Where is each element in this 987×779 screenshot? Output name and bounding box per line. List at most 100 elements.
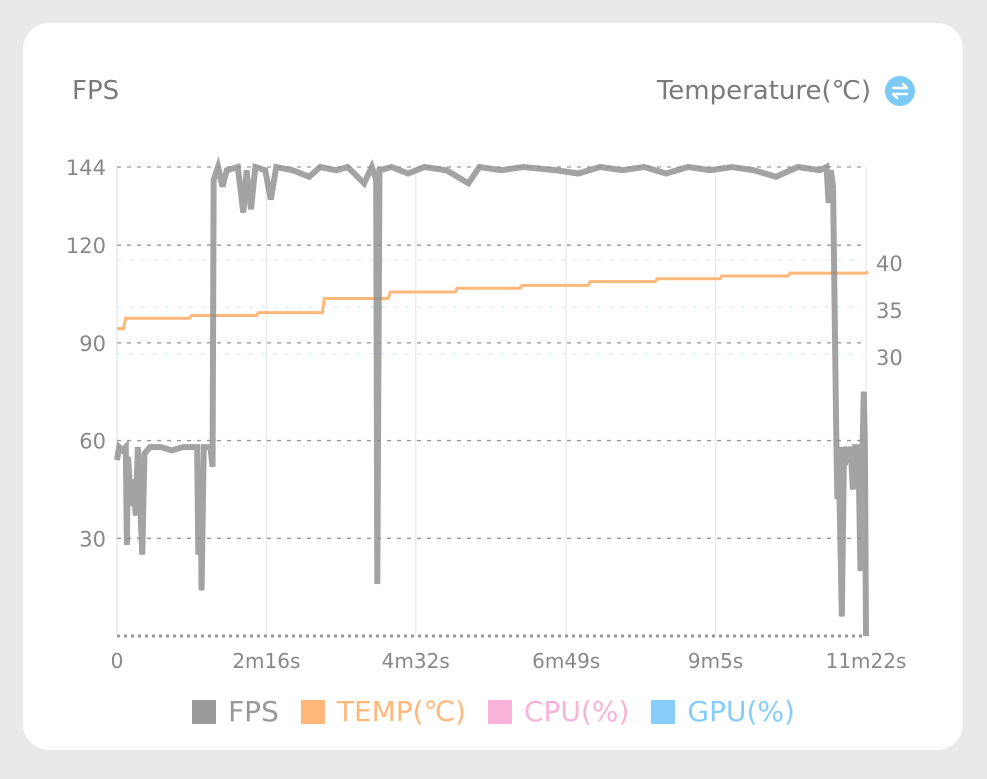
fps-data-point (308, 176, 310, 178)
fps-data-point (391, 166, 393, 168)
fps-data-point (160, 446, 162, 448)
fps-data-point (182, 446, 184, 448)
fps-data-point (828, 202, 830, 204)
fps-data-point (852, 488, 854, 490)
fps-data-point (836, 498, 838, 500)
fps-data-point (857, 446, 859, 448)
legend-label: FPS (228, 695, 279, 728)
temperature-axis-title: Temperature(℃) (656, 76, 871, 106)
fps-data-point (197, 554, 199, 556)
y-tick-label: 120 (66, 234, 106, 258)
fps-data-point (121, 449, 123, 451)
fps-data-point (371, 166, 373, 168)
legend: FPS TEMP(℃) CPU(%) GPU(%) (0, 695, 987, 728)
legend-cpu[interactable]: CPU(%) (487, 695, 630, 728)
fps-data-point (555, 169, 557, 171)
fps-data-point (838, 446, 840, 448)
cpu-swatch (487, 699, 512, 724)
fps-data-point (319, 166, 321, 168)
swap-axis-icon[interactable] (885, 76, 915, 106)
x-tick-label: 6m49s (532, 649, 600, 673)
fps-data-point (850, 446, 852, 448)
x-tick-label: 0 (111, 649, 124, 673)
fps-data-point (467, 182, 469, 184)
y2-tick-label: 30 (876, 346, 903, 370)
fps-swatch (192, 699, 217, 724)
temp-swatch (300, 699, 325, 724)
fps-data-point (860, 570, 862, 572)
fps-data-point (201, 589, 203, 591)
fps-data-point (522, 166, 524, 168)
fps-data-point (336, 169, 338, 171)
fps-data-point (127, 456, 129, 458)
fps-data-point (254, 166, 256, 168)
fps-data-point (135, 514, 137, 516)
fps-data-point (203, 446, 205, 448)
legend-label: CPU(%) (523, 695, 630, 728)
fps-data-point (846, 456, 848, 458)
fps-data-point (731, 166, 733, 168)
y-tick-label: 30 (79, 527, 106, 551)
fps-data-point (141, 554, 143, 556)
fps-data-point (226, 169, 228, 171)
fps-data-point (217, 166, 219, 168)
fps-data-point (854, 446, 856, 448)
legend-temp[interactable]: TEMP(℃) (300, 695, 466, 728)
fps-data-point (363, 182, 365, 184)
fps-data-point (775, 176, 777, 178)
fps-data-point (753, 169, 755, 171)
legend-fps[interactable]: FPS (192, 695, 279, 728)
fps-data-point (797, 166, 799, 168)
legend-label: GPU(%) (687, 695, 795, 728)
fps-data-point (125, 446, 127, 448)
fps-data-point (599, 166, 601, 168)
fps-data-point (292, 169, 294, 171)
y2-tick-label: 35 (876, 299, 903, 323)
fps-data-point (445, 169, 447, 171)
x-tick-label: 4m32s (382, 649, 450, 673)
fps-data-point (819, 169, 821, 171)
fps-data-point (424, 166, 426, 168)
fps-data-point (865, 635, 867, 637)
fps-data-point (862, 440, 864, 442)
fps-data-point (478, 166, 480, 168)
fps-data-point (863, 391, 865, 393)
fps-data-point (375, 179, 377, 181)
fps-data-point (242, 212, 244, 214)
x-tick-label: 2m16s (232, 649, 300, 673)
fps-data-point (264, 169, 266, 171)
fps-data-point (577, 173, 579, 175)
fps-data-point (237, 166, 239, 168)
fps-data-point (832, 186, 834, 188)
fps-data-point (116, 459, 118, 461)
temp-series-line (117, 270, 869, 331)
fps-data-point (407, 173, 409, 175)
fps-data-point (347, 166, 349, 168)
chart-card (23, 23, 963, 750)
fps-data-point (378, 169, 380, 171)
fps-data-point (250, 208, 252, 210)
gpu-swatch (651, 699, 676, 724)
fps-data-point (221, 186, 223, 188)
legend-gpu[interactable]: GPU(%) (651, 695, 795, 728)
fps-data-point (376, 583, 378, 585)
fps-data-point (643, 166, 645, 168)
x-tick-label: 11m22s (826, 649, 907, 673)
fps-data-point (835, 440, 837, 442)
fps-data-point (213, 179, 215, 181)
fps-data-point (864, 446, 866, 448)
fps-data-point (149, 446, 151, 448)
fps-data-point (132, 479, 134, 481)
x-tick-label: 9m5s (688, 649, 743, 673)
fps-data-point (825, 166, 827, 168)
fps-series-line (114, 155, 869, 637)
y-tick-label: 144 (66, 156, 106, 180)
fps-data-point (830, 169, 832, 171)
fps-data-point (246, 169, 248, 171)
fps-data-point (687, 166, 689, 168)
fps-data-point (843, 446, 845, 448)
fps-data-point (209, 446, 211, 448)
fps-data-point (118, 446, 120, 448)
y-tick-label: 60 (79, 430, 106, 454)
